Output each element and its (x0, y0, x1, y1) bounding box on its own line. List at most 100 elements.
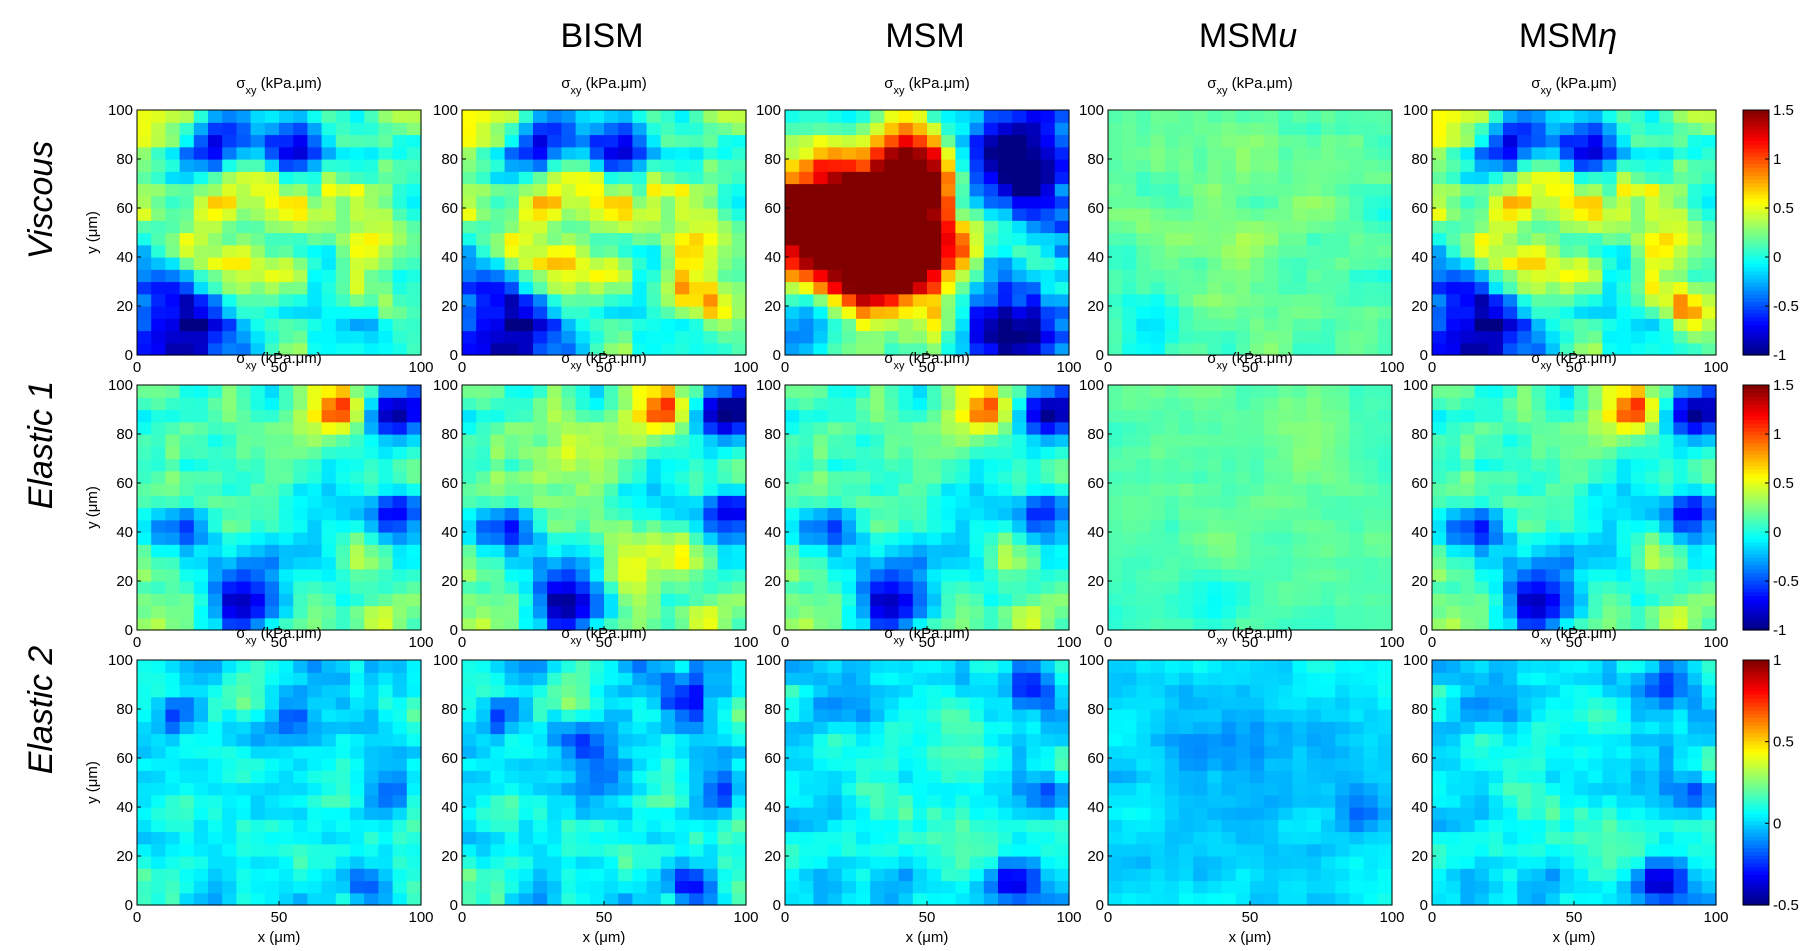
heatmap-cell (717, 446, 733, 460)
heatmap-cell (941, 434, 956, 447)
heatmap-cell (250, 868, 266, 882)
heatmap-cell (264, 110, 280, 123)
heatmap-cell (193, 318, 209, 332)
heatmap-cell (293, 244, 308, 258)
heatmap-cell (589, 532, 605, 545)
heatmap-cell (1164, 220, 1180, 234)
heatmap-cell (208, 892, 223, 906)
heatmap-cell (321, 330, 337, 344)
heatmap-cell (1221, 617, 1237, 631)
heatmap-cell (1474, 281, 1490, 295)
heatmap-cell (1446, 507, 1461, 521)
y-tick-label: 40 (764, 249, 781, 266)
heatmap-cell (222, 146, 237, 160)
heatmap-cell (364, 507, 379, 521)
heatmap-cell (293, 532, 308, 545)
heatmap-cell (208, 568, 223, 582)
heatmap-cell (350, 770, 365, 784)
heatmap-cell (406, 159, 422, 172)
heatmap-cell (250, 232, 266, 246)
heatmap-cell (1559, 183, 1575, 197)
heatmap-cell (335, 745, 351, 759)
heatmap-cell (856, 434, 871, 447)
heatmap-cell (731, 807, 747, 820)
heatmap-cell (392, 134, 408, 148)
heatmap-cell (941, 208, 956, 221)
x-tick-label: 50 (1242, 634, 1259, 651)
heatmap-cell (533, 134, 548, 148)
heatmap-cell (1207, 581, 1223, 594)
heatmap-cell (1545, 593, 1561, 607)
heatmap-cell (1630, 397, 1646, 411)
heatmap-cell (589, 397, 605, 411)
heatmap-cell (1701, 434, 1717, 447)
heatmap-cell (547, 134, 562, 148)
heatmap-cell (1250, 220, 1265, 234)
heatmap-cell (462, 385, 477, 398)
heatmap-cell (335, 195, 351, 209)
heatmap-cell (1531, 581, 1547, 594)
heatmap-cell (589, 568, 605, 582)
heatmap-cell (1588, 342, 1603, 356)
heatmap-cell (250, 617, 266, 631)
heatmap-cell (955, 330, 971, 344)
heatmap-cell (575, 483, 591, 496)
heatmap-cell (1221, 342, 1237, 356)
heatmap-cell (1026, 183, 1042, 197)
heatmap-cell (1531, 397, 1547, 411)
heatmap-cell (1673, 195, 1689, 209)
heatmap-cell (983, 568, 999, 582)
heatmap-cell (193, 220, 209, 234)
heatmap-cell (335, 684, 351, 698)
heatmap-cell (504, 385, 520, 398)
heatmap-cell (208, 532, 223, 545)
heatmap-cell (561, 831, 577, 845)
y-tick-label: 20 (764, 298, 781, 315)
heatmap-cell (335, 709, 351, 722)
heatmap-cell (279, 195, 294, 209)
heatmap-cell (1503, 556, 1518, 570)
heatmap-cell (547, 581, 562, 594)
heatmap-cell (236, 684, 252, 698)
heatmap-cell (476, 220, 491, 234)
heatmap-cell (983, 183, 999, 197)
heatmap-cell (575, 134, 591, 148)
heatmap-cell (321, 660, 337, 673)
heatmap-cell (1503, 495, 1518, 509)
heatmap-cell (632, 843, 648, 857)
heatmap-cell (1474, 171, 1490, 185)
heatmap-cell (264, 709, 280, 722)
heatmap-cell (179, 409, 195, 423)
heatmap-cell (941, 421, 956, 435)
heatmap-cell (604, 458, 619, 472)
heatmap-cell (856, 171, 871, 185)
heatmap-cell (179, 672, 195, 686)
heatmap-cell (717, 171, 733, 185)
heatmap-cell (179, 458, 195, 472)
heatmap-cell (1026, 568, 1042, 582)
heatmap-cell (151, 306, 166, 319)
heatmap-cell (1278, 605, 1294, 619)
heatmap-cell (151, 696, 166, 710)
heatmap-cell (1503, 195, 1518, 209)
heatmap-cell (1673, 593, 1689, 607)
heatmap-cell (350, 434, 365, 447)
heatmap-cell (689, 134, 704, 148)
heatmap-cell (1602, 581, 1618, 594)
heatmap-cell (490, 794, 506, 808)
heatmap-cell (1588, 306, 1603, 319)
heatmap-cell (518, 171, 534, 185)
heatmap-cell (898, 257, 914, 270)
heatmap-cell (632, 220, 648, 234)
heatmap-cell (364, 770, 379, 784)
heatmap-cell (1488, 495, 1504, 509)
heatmap-cell (1108, 532, 1123, 545)
heatmap-cell (165, 306, 181, 319)
heatmap-cell (604, 556, 619, 570)
heatmap-cell (841, 195, 857, 209)
heatmap-cell (151, 446, 166, 460)
heatmap-cell (208, 470, 223, 484)
heatmap-cell (870, 446, 885, 460)
heatmap-cell (293, 880, 308, 894)
heatmap-cell (799, 556, 814, 570)
